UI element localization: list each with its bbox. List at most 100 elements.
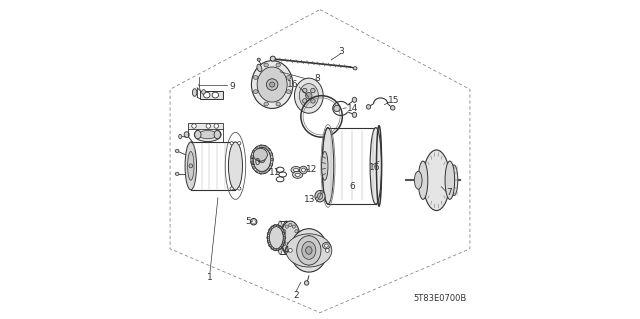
Ellipse shape (270, 56, 275, 61)
Text: 14: 14 (347, 104, 358, 113)
Ellipse shape (273, 225, 276, 227)
Ellipse shape (289, 223, 292, 226)
Ellipse shape (179, 134, 182, 139)
Ellipse shape (195, 128, 221, 142)
Ellipse shape (289, 249, 292, 252)
Ellipse shape (285, 225, 289, 228)
Ellipse shape (277, 221, 284, 254)
Ellipse shape (390, 106, 395, 110)
Ellipse shape (268, 241, 270, 243)
Ellipse shape (269, 244, 271, 247)
Ellipse shape (237, 187, 241, 190)
Ellipse shape (297, 231, 303, 244)
Ellipse shape (251, 155, 253, 158)
Ellipse shape (287, 76, 291, 79)
Ellipse shape (303, 88, 307, 93)
Ellipse shape (415, 171, 422, 189)
Ellipse shape (253, 76, 258, 79)
Text: 7: 7 (446, 189, 452, 197)
Ellipse shape (237, 142, 241, 145)
Ellipse shape (214, 124, 218, 128)
Text: 5T83E0700B: 5T83E0700B (413, 294, 467, 303)
Ellipse shape (310, 88, 315, 93)
Ellipse shape (303, 99, 307, 103)
Ellipse shape (189, 164, 193, 168)
Ellipse shape (282, 229, 284, 231)
Ellipse shape (294, 78, 323, 113)
Ellipse shape (270, 153, 273, 155)
Polygon shape (188, 123, 223, 129)
Ellipse shape (297, 236, 321, 265)
Ellipse shape (253, 90, 258, 93)
Ellipse shape (273, 248, 276, 251)
Ellipse shape (333, 105, 340, 112)
Ellipse shape (264, 63, 268, 67)
Ellipse shape (353, 67, 357, 70)
Ellipse shape (276, 225, 279, 227)
Ellipse shape (195, 130, 201, 139)
Text: 16: 16 (369, 163, 380, 172)
Ellipse shape (321, 152, 328, 180)
Text: 13: 13 (304, 195, 316, 204)
Ellipse shape (253, 147, 271, 172)
Ellipse shape (214, 130, 220, 139)
Ellipse shape (292, 247, 296, 250)
Ellipse shape (317, 193, 323, 199)
Ellipse shape (279, 226, 282, 228)
Ellipse shape (193, 89, 197, 96)
Text: 12: 12 (307, 165, 317, 174)
Ellipse shape (302, 241, 316, 259)
Ellipse shape (306, 93, 312, 99)
Ellipse shape (284, 236, 286, 239)
Ellipse shape (185, 142, 196, 190)
Ellipse shape (291, 229, 327, 272)
Ellipse shape (260, 145, 262, 147)
Ellipse shape (264, 145, 266, 148)
Ellipse shape (264, 102, 268, 106)
Ellipse shape (324, 244, 328, 247)
Text: 4: 4 (284, 246, 289, 255)
Ellipse shape (323, 242, 330, 249)
Ellipse shape (292, 171, 303, 178)
Ellipse shape (257, 64, 262, 72)
Ellipse shape (206, 124, 211, 128)
Ellipse shape (281, 221, 300, 254)
Ellipse shape (352, 112, 356, 117)
Ellipse shape (184, 132, 189, 137)
Ellipse shape (269, 226, 284, 249)
Ellipse shape (289, 249, 292, 252)
Ellipse shape (283, 242, 286, 246)
Ellipse shape (268, 168, 270, 171)
Text: 16: 16 (287, 80, 299, 89)
Ellipse shape (267, 236, 269, 239)
Ellipse shape (276, 63, 280, 67)
Ellipse shape (283, 232, 285, 235)
Ellipse shape (268, 148, 270, 151)
Ellipse shape (310, 99, 315, 103)
Text: 5: 5 (246, 217, 252, 226)
Ellipse shape (300, 166, 307, 174)
Ellipse shape (270, 164, 273, 166)
Ellipse shape (255, 147, 258, 149)
Ellipse shape (204, 92, 210, 98)
Ellipse shape (283, 241, 285, 243)
Ellipse shape (352, 97, 356, 102)
Ellipse shape (325, 249, 329, 252)
Ellipse shape (276, 248, 279, 251)
Ellipse shape (287, 90, 291, 93)
Polygon shape (200, 91, 223, 99)
Ellipse shape (295, 230, 298, 233)
Text: 11: 11 (269, 168, 280, 177)
Ellipse shape (269, 229, 271, 231)
Ellipse shape (307, 236, 311, 240)
Ellipse shape (269, 82, 275, 87)
Ellipse shape (212, 92, 218, 98)
Ellipse shape (253, 148, 268, 161)
Ellipse shape (230, 187, 233, 190)
Ellipse shape (282, 244, 284, 247)
Ellipse shape (282, 221, 291, 254)
Ellipse shape (298, 235, 301, 240)
Ellipse shape (259, 156, 265, 163)
Ellipse shape (300, 84, 319, 108)
Ellipse shape (251, 161, 253, 164)
